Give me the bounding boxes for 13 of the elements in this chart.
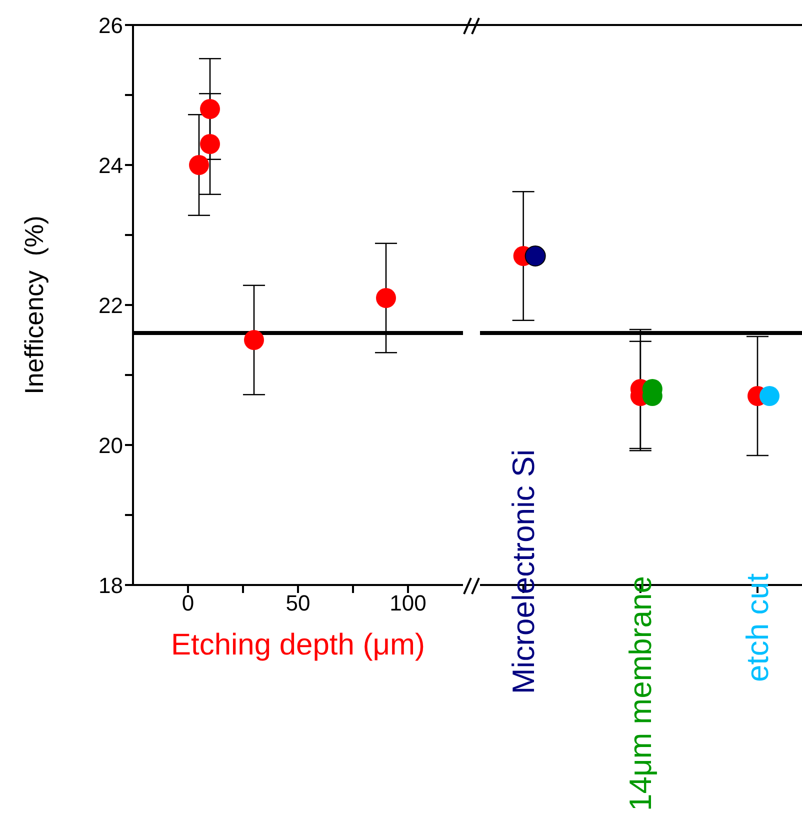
x-tick-label: 0 [182,590,194,616]
x-tick-label: 14μm membrane [622,576,658,811]
x-tick-label: Microelectronic Si [506,449,541,694]
y-tick-label: 18 [98,572,123,598]
x-axis-title: Etching depth (μm) [170,628,426,662]
y-tick-label: 20 [98,432,123,458]
x-tick-label: 100 [390,590,426,616]
y-tick-label: 22 [98,292,123,318]
y-axis-title: Inefficency (%) [19,216,49,394]
x-tick-label: etch cut [740,573,776,682]
y-tick-label: 24 [98,152,123,178]
y-tick-label: 26 [98,12,123,38]
x-tick-label: 50 [286,590,310,616]
